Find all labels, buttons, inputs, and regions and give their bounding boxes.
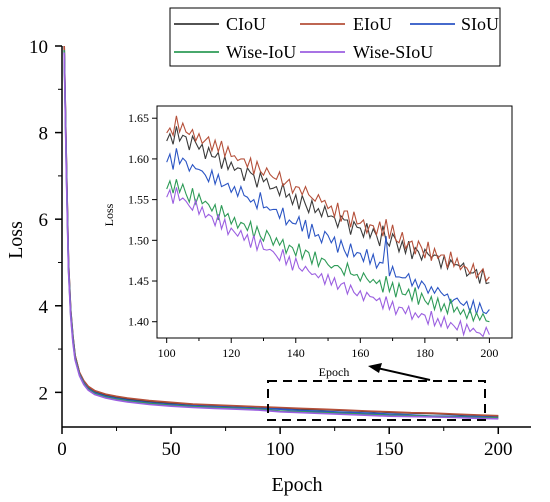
- legend-label: CIoU: [226, 14, 266, 34]
- legend-frame: [169, 7, 501, 67]
- zoom-arrow-head: [368, 363, 382, 373]
- inset-x-tick-label: 100: [158, 346, 176, 360]
- main-x-axis-label: Epoch: [271, 474, 322, 496]
- main-y-tick-label: 4: [39, 297, 49, 318]
- inset-series-line: [166, 179, 490, 323]
- inset-y-tick-label: 1.45: [128, 274, 149, 288]
- inset-plot-area: [166, 115, 490, 338]
- inset-x-tick-label: 120: [222, 346, 240, 360]
- inset-y-tick-label: 1.50: [128, 233, 149, 247]
- inset-series-line: [166, 187, 490, 338]
- inset-x-tick-label: 180: [416, 346, 434, 360]
- legend-label: EIoU: [353, 14, 392, 34]
- inset-y-tick-label: 1.60: [128, 152, 149, 166]
- inset-axes: 100 120 140 160 180 200 1.40 1.45 1.50 1.55 1.60 1.…: [128, 105, 513, 360]
- legend: CIoU EIoU SIoU Wise-IoU Wise-SIoU: [169, 7, 501, 67]
- main-x-tick-label: 150: [375, 439, 404, 460]
- legend-label: Wise-SIoU: [353, 42, 433, 62]
- inset-x-tick-label: 160: [351, 346, 369, 360]
- main-y-tick-label: 2: [39, 383, 49, 404]
- main-x-tick-label: 50: [162, 439, 181, 460]
- inset-series-line: [166, 115, 490, 283]
- inset-y-tick-label: 1.55: [128, 193, 149, 207]
- inset-frame: [156, 105, 513, 339]
- main-y-tick-label: 8: [39, 124, 49, 145]
- main-y-tick-label: 6: [39, 210, 49, 231]
- legend-label: Wise-IoU: [226, 42, 296, 62]
- main-y-tick-label: 10: [29, 37, 48, 58]
- main-axes: 0 50 100 150 200 2 4 6 8 10: [29, 37, 531, 460]
- inset-y-axis-label: Loss: [102, 203, 116, 226]
- inset-series-line: [166, 126, 490, 285]
- inset-background: [148, 98, 528, 348]
- main-x-tick-label: 100: [266, 439, 295, 460]
- zoom-region-box: [267, 380, 486, 421]
- main-plot-area: [63, 45, 499, 420]
- inset-y-tick-label: 1.40: [128, 315, 149, 329]
- inset-series-line: [166, 148, 490, 315]
- main-x-tick-label: 0: [57, 439, 67, 460]
- main-y-axis-label: Loss: [5, 221, 27, 259]
- zoom-arrow-line: [376, 367, 431, 381]
- inset-x-tick-label: 140: [287, 346, 305, 360]
- main-x-tick-label: 200: [484, 439, 513, 460]
- legend-label: SIoU: [461, 14, 499, 34]
- inset-x-axis-label: Epoch: [319, 365, 350, 379]
- inset-y-tick-label: 1.65: [128, 111, 149, 125]
- main-series-line: [63, 52, 499, 420]
- inset-x-tick-label: 200: [480, 346, 498, 360]
